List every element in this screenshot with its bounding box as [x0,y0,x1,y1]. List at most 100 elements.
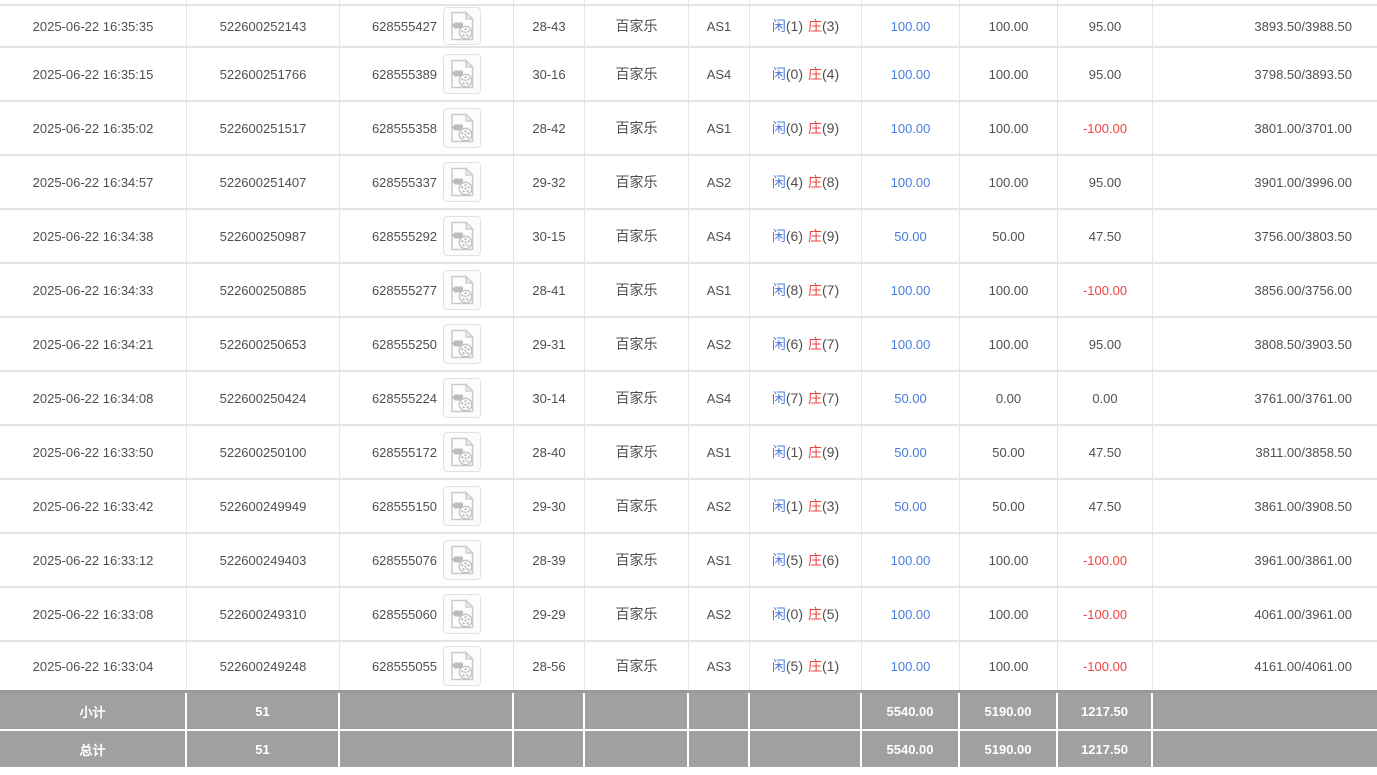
game-no: 628555250 [371,336,438,352]
result-player: 闲 [771,18,786,34]
video-replay-button[interactable] [443,216,482,256]
cell-result: 闲 (0) 庄 (4) [750,48,862,100]
cell-bet-amount: 100.00 [862,48,960,100]
video-replay-button[interactable] [443,594,482,634]
summary-row: 总计 51 5540.00 5190.00 1217.50 [0,731,1377,767]
bet-amount-link[interactable]: 100.00 [890,336,931,352]
video-file-icon [451,651,474,681]
cell-balance: 4061.00/3961.00 [1153,588,1377,640]
win-loss-amount: 95.00 [1088,66,1122,82]
sum-cell-empty [340,731,514,767]
sum-cell-empty [689,731,750,767]
result-player: 闲 [771,658,786,674]
table-no: AS1 [706,552,732,568]
cell-game-type: 百家乐 [585,48,689,100]
cell-result: 闲 (4) 庄 (8) [750,156,862,208]
round-no: 29-31 [532,336,566,352]
sum-cell-empty [514,731,585,767]
bet-amount-link[interactable]: 100.00 [890,66,931,82]
cell-table-no: AS1 [689,534,750,586]
cell-table-no [689,0,750,4]
sum-cell-label: 小计 [0,693,187,729]
bet-amount-link[interactable]: 100.00 [890,18,931,34]
balance-before-after: 3761.00/3761.00 [1254,390,1352,406]
balance-before-after: 4161.00/4061.00 [1254,658,1352,674]
bet-amount-link[interactable]: 100.00 [890,174,931,190]
balance-before-after: 3811.00/3858.50 [1255,444,1352,460]
video-replay-button[interactable] [443,540,482,580]
bet-amount-link[interactable]: 100.00 [890,552,931,568]
result-banker: 庄 [808,18,822,34]
result-player-count: (0) [785,66,803,82]
bet-amount-link[interactable]: 50.00 [894,390,927,406]
result-banker-count: (7) [822,282,840,298]
bet-amount-link[interactable]: 50.00 [894,444,927,460]
cell-bet-amount: 100.00 [862,642,960,690]
cell-round: 30-14 [514,372,585,424]
balance-before-after: 4061.00/3961.00 [1254,606,1352,622]
cell-valid-amount: 50.00 [960,210,1058,262]
order-no: 522600250987 [219,228,307,244]
cell-valid-amount: 100.00 [960,264,1058,316]
bet-time: 2025-06-22 16:34:38 [32,228,154,244]
cell-order-no: 522600250653 [187,318,340,370]
video-replay-button[interactable] [443,486,482,526]
video-replay-button[interactable] [443,432,482,472]
cell-order-no: 522600250885 [187,264,340,316]
bet-amount-link[interactable]: 50.00 [894,228,927,244]
cell-win-loss: -100.00 [1058,642,1153,690]
video-replay-button[interactable] [443,646,482,686]
video-replay-button[interactable] [443,7,482,45]
cell-valid-amount: 100.00 [960,6,1058,46]
sum-cell-bet-total: 5540.00 [862,693,960,729]
cell-balance: 3811.00/3858.50 [1153,426,1377,478]
cell-game-no: 628555060 [340,588,514,640]
balance-before-after: 3856.00/3756.00 [1254,282,1352,298]
video-replay-button[interactable] [443,108,482,148]
result-banker-count: (9) [822,120,840,136]
video-replay-button[interactable] [443,378,482,418]
summary-win-loss-total: 1217.50 [1081,703,1128,719]
bet-amount-link[interactable]: 100.00 [890,120,931,136]
result-player-count: (0) [785,606,803,622]
result-player: 闲 [771,606,786,622]
result-player-count: (1) [785,444,803,460]
video-replay-button[interactable] [443,324,482,364]
bet-amount-link[interactable]: 100.00 [890,658,931,674]
cell-bet-time: 2025-06-22 16:35:02 [0,102,187,154]
bet-amount-link[interactable]: 50.00 [894,498,927,514]
valid-amount: 100.00 [988,66,1029,82]
result-player-count: (1) [785,18,803,34]
video-replay-button[interactable] [443,54,482,94]
result-banker-count: (4) [822,66,840,82]
sum-cell-empty [585,731,689,767]
valid-amount: 100.00 [988,18,1029,34]
win-loss-amount: 47.50 [1088,498,1122,514]
video-file-icon [451,599,474,629]
bet-amount-link[interactable]: 100.00 [890,282,931,298]
valid-amount: 0.00 [995,390,1022,406]
cell-win-loss: 47.50 [1058,480,1153,532]
result-banker-count: (3) [822,18,840,34]
sum-cell-empty [340,693,514,729]
cell-balance: 3893.50/3988.50 [1153,6,1377,46]
summary-count: 51 [255,741,270,757]
cell-round: 29-30 [514,480,585,532]
game-type: 百家乐 [615,552,658,568]
sum-cell-empty [750,693,862,729]
video-replay-button[interactable] [443,162,482,202]
cell-valid-amount: 100.00 [960,588,1058,640]
cell-game-no: 628555055 [340,642,514,690]
cell-order-no: 522600249310 [187,588,340,640]
video-file-icon [451,59,474,89]
cell-win-loss: 95.00 [1058,156,1153,208]
bet-amount-link[interactable]: 100.00 [890,606,931,622]
cell-game-type [585,0,689,4]
game-no: 628555060 [371,606,438,622]
table-row: 2025-06-22 16:34:33 522600250885 6285552… [0,264,1377,318]
bet-time: 2025-06-22 16:34:21 [32,336,154,352]
cell-game-no: 628555172 [340,426,514,478]
cell-game-no: 628555389 [340,48,514,100]
video-replay-button[interactable] [443,270,482,310]
sum-cell-count: 51 [187,693,340,729]
